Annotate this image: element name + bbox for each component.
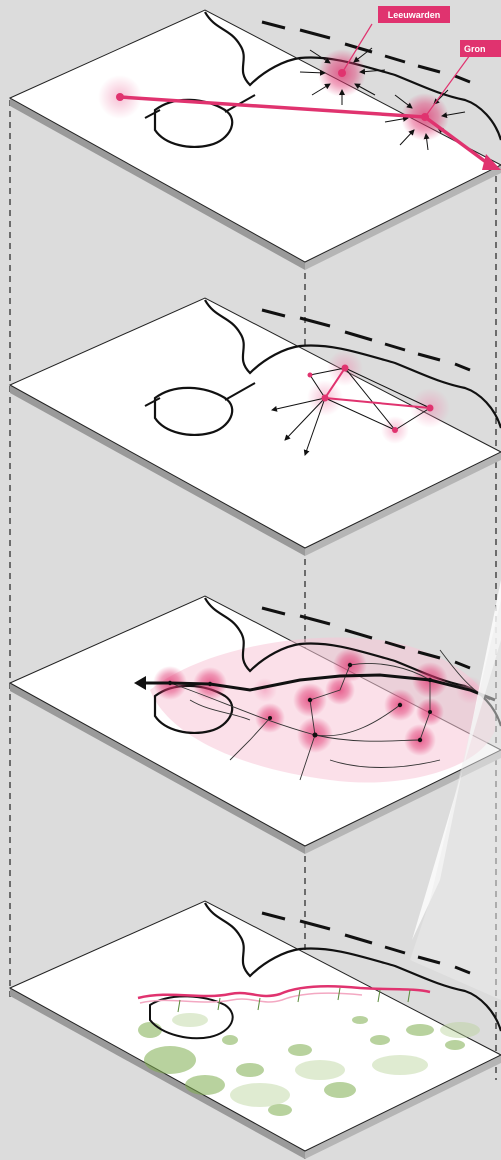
layer-4 — [8, 900, 501, 1159]
layer-2 — [8, 297, 501, 556]
connection-groningen-east — [423, 115, 492, 167]
lake-ijssel — [153, 98, 234, 148]
wadden-islands — [261, 911, 471, 975]
coastline — [204, 11, 501, 141]
label-leeuwarden: Leeuwarden — [388, 10, 441, 20]
city-node-west — [116, 93, 124, 101]
coastline — [204, 902, 501, 1032]
slab-edge-right — [305, 750, 501, 854]
slab-top — [8, 9, 501, 263]
urban-nodes — [167, 662, 433, 743]
network-outflows — [271, 397, 326, 456]
dike — [144, 382, 256, 407]
layer-1: Leeuwarden Gron — [8, 6, 501, 270]
slab-edge — [10, 683, 305, 854]
lake-ijssel — [153, 386, 234, 436]
lake-ijssel — [153, 684, 234, 734]
landscape-texture-light — [172, 1013, 480, 1107]
label-box-leeuwarden — [378, 6, 450, 23]
slab-edge — [10, 988, 305, 1159]
label-groningen: Gron — [464, 44, 486, 54]
arrow-east-head — [482, 154, 501, 170]
slab-edge-right — [305, 1055, 501, 1159]
wadden-islands — [261, 606, 471, 670]
route-arrow-west — [134, 676, 146, 690]
wadden-islands — [261, 20, 471, 84]
coastal-edge-pink — [137, 984, 431, 1000]
connection-west-groningen — [119, 95, 426, 119]
coastline — [204, 299, 501, 429]
network-node — [341, 364, 349, 372]
convergence-arrows-leeuwarden — [299, 47, 386, 105]
layer-3 — [8, 595, 501, 854]
main-route — [140, 673, 496, 702]
leader-leeuwarden — [341, 23, 373, 74]
network-pink-links — [324, 367, 431, 409]
slab-top — [8, 900, 501, 1152]
leader-groningen — [424, 54, 471, 118]
coastal-ticks — [177, 987, 411, 1013]
slab-edge-right — [305, 165, 501, 270]
landscape-texture — [138, 1016, 465, 1116]
slab-top — [8, 297, 501, 549]
network-node — [321, 394, 329, 402]
wadden-islands — [261, 308, 471, 372]
network-node — [426, 404, 434, 412]
network-node — [307, 372, 313, 378]
coastal-edge-pink-inner — [139, 992, 363, 1004]
label-box-groningen — [460, 40, 501, 57]
slab-edge — [10, 98, 305, 270]
network-node — [392, 427, 398, 433]
light-beam-wide — [410, 600, 501, 1000]
slab-edge-right — [305, 452, 501, 556]
slab-edge — [10, 385, 305, 556]
